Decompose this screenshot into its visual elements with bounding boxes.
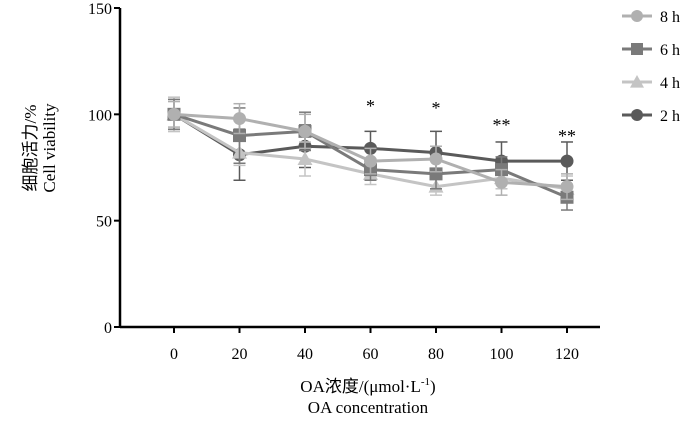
x-axis-title-line1: OA浓度/(μmol·L-1) — [300, 376, 435, 396]
significance-marker: ** — [558, 126, 576, 146]
x-tick-label: 20 — [232, 346, 248, 363]
legend-item-6h: 6 h — [622, 42, 680, 59]
data-point — [297, 151, 313, 165]
x-tick-label: 40 — [297, 346, 313, 363]
legend-label: 4 h — [660, 75, 680, 92]
x-tick-label: 60 — [363, 346, 379, 363]
significance-marker: * — [366, 96, 375, 116]
data-point — [167, 107, 181, 121]
x-tick-label: 100 — [490, 346, 514, 363]
legend-marker — [631, 10, 643, 22]
significance-marker: * — [432, 98, 441, 118]
data-point — [495, 175, 508, 189]
significance-marker: ** — [493, 115, 511, 135]
y-tick-label: 0 — [104, 320, 112, 337]
legend-label: 6 h — [660, 42, 680, 59]
series-layer — [166, 96, 575, 211]
x-tick-label: 80 — [428, 346, 444, 363]
legend-marker — [630, 75, 644, 88]
legend-item-8h: 8 h — [622, 9, 680, 26]
data-point — [429, 167, 443, 181]
data-point — [560, 154, 574, 168]
legend-label: 8 h — [660, 9, 680, 26]
legend-item-2h: 2 h — [622, 108, 680, 125]
legend: 8 h 6 h 4 h 2 h — [622, 9, 680, 125]
data-point — [233, 129, 246, 143]
y-tick-label: 50 — [96, 214, 112, 231]
y-tick-label: 150 — [88, 1, 112, 18]
y-tick-label: 100 — [88, 107, 112, 124]
x-tick-label: 0 — [170, 346, 178, 363]
legend-marker — [631, 43, 643, 55]
y-axis-title-line1: 细胞活力/% — [21, 105, 40, 192]
axes: 0 50 100 150 0 20 40 60 80 100 120 — [88, 1, 600, 363]
x-axis-title-line2: OA concentration — [308, 398, 429, 417]
data-point — [429, 152, 443, 166]
legend-label: 2 h — [660, 108, 680, 125]
series-8h — [167, 100, 574, 201]
legend-marker — [631, 109, 643, 121]
legend-item-4h: 4 h — [622, 75, 680, 92]
annotation-layer: * ***** — [366, 96, 576, 146]
data-point — [560, 180, 574, 194]
data-point — [298, 124, 312, 138]
x-tick-label: 120 — [555, 346, 579, 363]
y-axis-title-line2: Cell viability — [40, 103, 59, 193]
data-point — [233, 112, 246, 126]
data-point — [364, 154, 377, 168]
